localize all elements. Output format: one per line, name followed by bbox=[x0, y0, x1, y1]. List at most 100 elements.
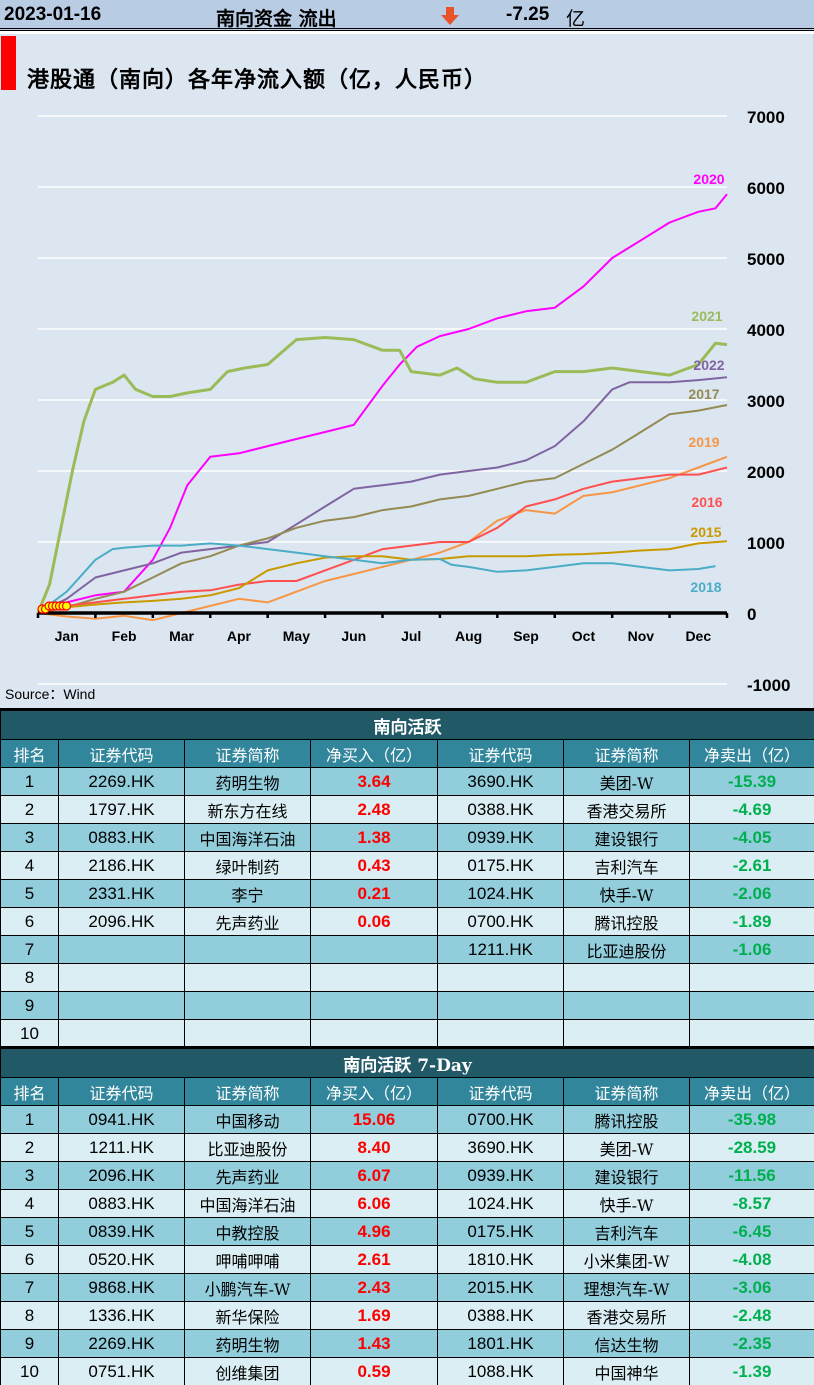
column-header: 证券简称 bbox=[184, 739, 311, 768]
buy-name-cell: 绿叶制药 bbox=[184, 851, 311, 880]
sell-code-cell: 0175.HK bbox=[437, 1217, 564, 1246]
rank-cell: 7 bbox=[0, 1273, 59, 1302]
buy-code-cell: 2269.HK bbox=[58, 1329, 185, 1358]
column-header: 证券代码 bbox=[437, 1077, 564, 1106]
net-sell-cell: -1.39 bbox=[688, 1357, 814, 1385]
buy-code-cell: 0839.HK bbox=[58, 1217, 185, 1246]
buy-code-cell: 0941.HK bbox=[58, 1105, 185, 1134]
rank-cell: 3 bbox=[0, 823, 59, 852]
buy-code-cell: 1211.HK bbox=[58, 1133, 185, 1162]
y-tick-label: 3000 bbox=[747, 392, 785, 411]
buy-name-cell: 小鹏汽车-W bbox=[184, 1273, 311, 1302]
table-header-row: 排名 证券代码 证券简称 净买入（亿） 证券代码 证券简称 净卖出（亿） bbox=[0, 739, 814, 768]
sell-name-cell: 美团-W bbox=[563, 767, 690, 796]
net-sell-cell: -4.69 bbox=[688, 795, 814, 824]
table-row: 1 0941.HK 中国移动 15.06 0700.HK 腾讯控股 -35.98 bbox=[0, 1105, 814, 1134]
net-sell-cell: -4.08 bbox=[688, 1245, 814, 1274]
buy-name-cell bbox=[184, 1019, 311, 1048]
net-buy-cell: 1.43 bbox=[310, 1329, 438, 1358]
sell-code-cell: 1801.HK bbox=[437, 1329, 564, 1358]
rank-cell: 2 bbox=[0, 1133, 59, 1162]
net-buy-cell bbox=[310, 935, 438, 964]
net-sell-cell: -35.98 bbox=[688, 1105, 814, 1134]
sell-code-cell: 0700.HK bbox=[437, 1105, 564, 1134]
net-sell-cell bbox=[688, 963, 814, 992]
flow-unit: 亿 bbox=[566, 8, 586, 30]
table-row: 8 bbox=[0, 963, 814, 992]
buy-name-cell: 中国海洋石油 bbox=[184, 823, 311, 852]
buy-code-cell: 2331.HK bbox=[58, 879, 185, 908]
x-tick-label: Nov bbox=[628, 628, 655, 644]
date-label: 2023-01-16 bbox=[4, 4, 102, 25]
buy-name-cell: 中教控股 bbox=[184, 1217, 311, 1246]
rank-cell: 9 bbox=[0, 1329, 59, 1358]
net-buy-cell: 2.61 bbox=[310, 1245, 438, 1274]
column-header: 证券简称 bbox=[184, 1077, 311, 1106]
sell-name-cell: 建设银行 bbox=[563, 1161, 690, 1190]
buy-name-cell: 呷哺呷哺 bbox=[184, 1245, 311, 1274]
sell-name-cell bbox=[563, 963, 690, 992]
table-row: 3 0883.HK 中国海洋石油 1.38 0939.HK 建设银行 -4.05 bbox=[0, 823, 814, 852]
rank-cell: 9 bbox=[0, 991, 59, 1020]
chart-panel: 港股通（南向）各年净流入额（亿，人民币） 7000 6000 5000 4000 300… bbox=[0, 34, 814, 708]
series-label-2019: 2019 bbox=[688, 434, 719, 450]
source-note: Source：Wind bbox=[5, 686, 96, 702]
sell-name-cell: 比亚迪股份 bbox=[563, 935, 690, 964]
rank-cell: 6 bbox=[0, 907, 59, 936]
net-sell-cell bbox=[688, 991, 814, 1020]
net-buy-cell: 0.43 bbox=[310, 851, 438, 880]
buy-name-cell: 李宁 bbox=[184, 879, 311, 908]
net-buy-cell bbox=[310, 1019, 438, 1048]
sell-name-cell: 小米集团-W bbox=[563, 1245, 690, 1274]
net-buy-cell bbox=[310, 991, 438, 1020]
buy-name-cell: 创维集团 bbox=[184, 1357, 311, 1385]
series-label-2017: 2017 bbox=[688, 386, 719, 402]
x-tick-label: Dec bbox=[685, 628, 711, 644]
net-sell-cell: -4.05 bbox=[688, 823, 814, 852]
rank-cell: 3 bbox=[0, 1161, 59, 1190]
x-tick-label: Aug bbox=[455, 628, 482, 644]
flow-direction-label: 南向资金 流出 bbox=[216, 8, 337, 30]
table-title: 南向活跃 bbox=[0, 708, 814, 740]
buy-name-cell: 先声药业 bbox=[184, 907, 311, 936]
buy-code-cell: 1336.HK bbox=[58, 1301, 185, 1330]
buy-code-cell: 2096.HK bbox=[58, 907, 185, 936]
title-accent-bar bbox=[1, 36, 16, 90]
column-header: 排名 bbox=[0, 1077, 59, 1106]
x-tick-label: Mar bbox=[169, 628, 194, 644]
net-buy-cell: 0.59 bbox=[310, 1357, 438, 1385]
sell-code-cell: 0939.HK bbox=[437, 823, 564, 852]
series-label-2020: 2020 bbox=[693, 171, 724, 187]
net-sell-cell: -3.06 bbox=[688, 1273, 814, 1302]
buy-code-cell: 0520.HK bbox=[58, 1245, 185, 1274]
sell-name-cell: 吉利汽车 bbox=[563, 1217, 690, 1246]
rank-cell: 5 bbox=[0, 1217, 59, 1246]
net-sell-cell: -1.06 bbox=[688, 935, 814, 964]
sell-name-cell: 香港交易所 bbox=[563, 795, 690, 824]
net-buy-cell: 6.07 bbox=[310, 1161, 438, 1190]
buy-code-cell: 9868.HK bbox=[58, 1273, 185, 1302]
buy-code-cell: 2186.HK bbox=[58, 851, 185, 880]
buy-code-cell: 0883.HK bbox=[58, 823, 185, 852]
start-marker bbox=[61, 601, 72, 611]
rank-cell: 8 bbox=[0, 963, 59, 992]
series-line-2019 bbox=[37, 455, 728, 622]
table-row: 2 1797.HK 新东方在线 2.48 0388.HK 香港交易所 -4.69 bbox=[0, 795, 814, 824]
net-buy-cell: 4.96 bbox=[310, 1217, 438, 1246]
table-row: 10 0751.HK 创维集团 0.59 1088.HK 中国神华 -1.39 bbox=[0, 1357, 814, 1385]
buy-name-cell: 中国移动 bbox=[184, 1105, 311, 1134]
net-buy-cell: 15.06 bbox=[310, 1105, 438, 1134]
net-sell-cell: -1.89 bbox=[688, 907, 814, 936]
sell-name-cell: 美团-W bbox=[563, 1133, 690, 1162]
sell-code-cell: 0175.HK bbox=[437, 851, 564, 880]
net-buy-cell: 0.06 bbox=[310, 907, 438, 936]
sell-name-cell: 快手-W bbox=[563, 1189, 690, 1218]
southbound-active-7day-table: 南向活跃 7-Day 排名 证券代码 证券简称 净买入（亿） 证券代码 证券简称 净卖出（亿）… bbox=[0, 1046, 814, 1385]
sell-code-cell: 0388.HK bbox=[437, 795, 564, 824]
sell-name-cell: 快手-W bbox=[563, 879, 690, 908]
net-buy-cell: 2.43 bbox=[310, 1273, 438, 1302]
y-tick-label: 2000 bbox=[747, 463, 785, 482]
column-header: 证券代码 bbox=[58, 739, 185, 768]
y-tick-label: 7000 bbox=[747, 108, 785, 127]
table-row: 7 1211.HK 比亚迪股份 -1.06 bbox=[0, 935, 814, 964]
